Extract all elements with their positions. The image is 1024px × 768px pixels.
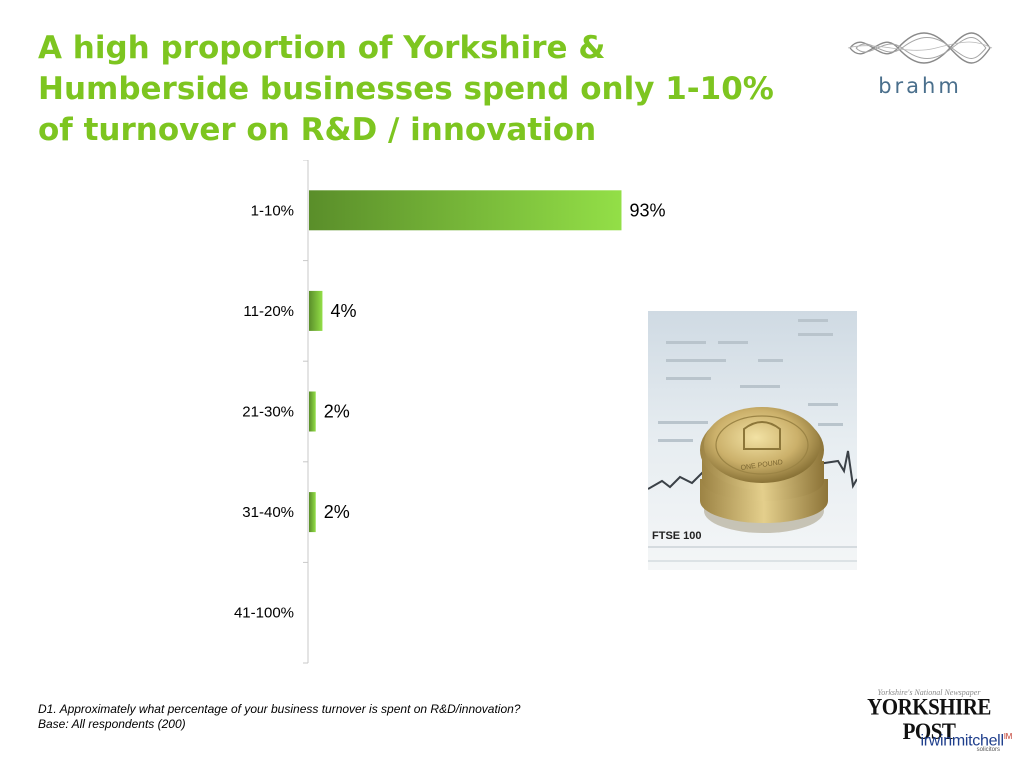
bar (309, 190, 622, 231)
brahm-logo-text: brahm (878, 74, 962, 98)
irwin-mitchell-logo: irwinmitchellIM solicitors (920, 732, 1012, 753)
chart-footnote: D1. Approximately what percentage of you… (38, 702, 520, 732)
footnote-question: D1. Approximately what percentage of you… (38, 702, 521, 716)
irwin-mitchell-name: irwinmitchell (920, 732, 1004, 750)
category-label: 11-20% (243, 303, 294, 320)
bar-value-label: 2% (324, 402, 350, 422)
irwin-mitchell-mark: IM (1003, 732, 1013, 741)
bar (309, 290, 323, 331)
slide-title: A high proportion of Yorkshire & Humbers… (38, 30, 774, 148)
yorkshire-post-name: YORKSHIRE POST (867, 693, 991, 745)
ftse-caption: FTSE 100 (652, 530, 702, 542)
category-label: 1-10% (251, 202, 294, 219)
coins-photo: FTSE 100 ONE POUND (648, 311, 857, 570)
bar-value-label: 4% (330, 301, 356, 321)
category-label: 41-100% (234, 605, 294, 622)
bar-chart: 1-10% 11-20% 21-30% 31-40% 41-100% 93% 4% 2% 2% (234, 160, 666, 664)
footnote-base: Base: All respondents (200) (38, 717, 186, 731)
bar-value-label: 2% (324, 502, 350, 522)
irwin-mitchell-sub: solicitors (976, 747, 1000, 754)
bar-value-label: 93% (629, 200, 665, 220)
category-label: 21-30% (242, 404, 294, 421)
category-label: 31-40% (242, 504, 294, 521)
brahm-wave-icon (847, 32, 993, 64)
yorkshire-post-logo: Yorkshire's National Newspaper YORKSHIRE… (844, 688, 1014, 745)
yorkshire-post-tagline: Yorkshire's National Newspaper (877, 688, 981, 697)
bar (309, 391, 316, 432)
brahm-logo: brahm (846, 26, 994, 106)
bar (309, 492, 316, 533)
